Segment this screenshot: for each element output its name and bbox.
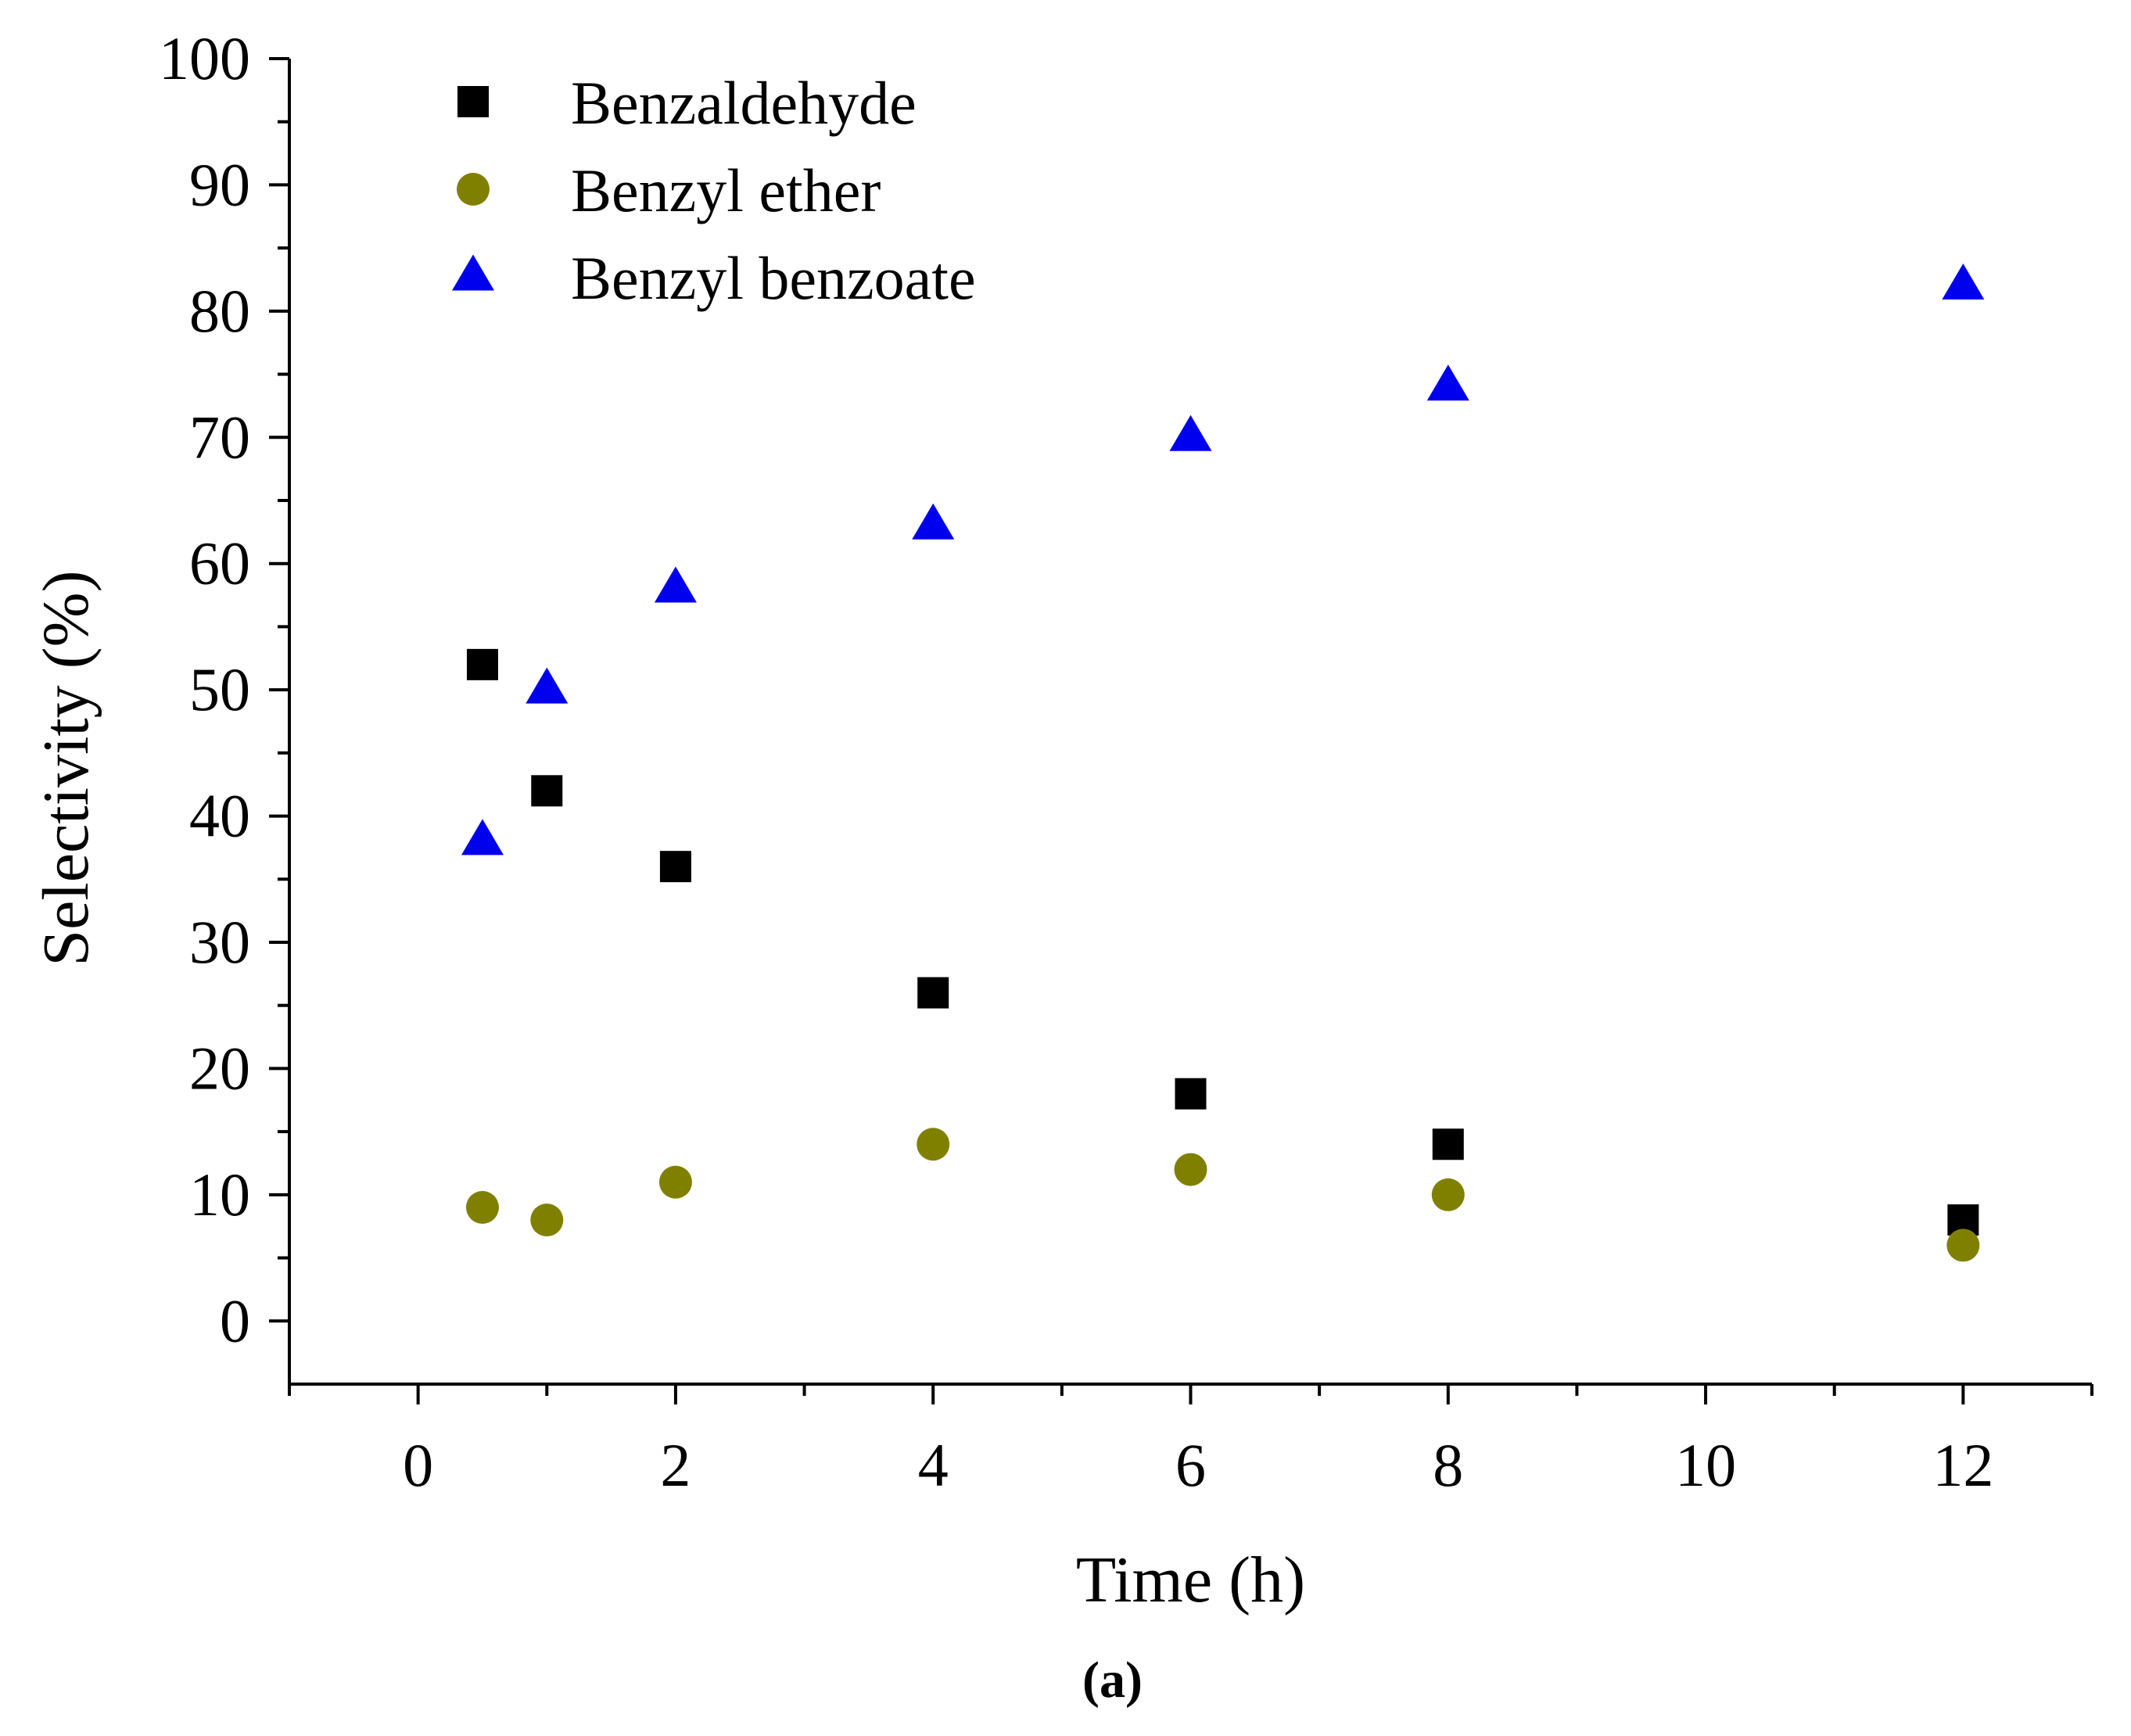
y-tick-label: 50 [189,655,250,723]
data-point [654,566,697,603]
data-point [912,503,955,540]
y-tick-label: 30 [189,908,250,976]
legend-marker [457,86,489,117]
data-point [530,1203,564,1237]
y-tick-label: 100 [159,24,250,92]
series-benzyl-ether [465,1128,1980,1262]
y-tick-label: 20 [189,1034,250,1102]
x-axis-title: Time (h) [1076,1544,1305,1616]
y-tick-label: 80 [189,277,250,345]
legend-marker [457,173,490,206]
data-point [1946,1228,1980,1262]
data-point [465,1191,499,1224]
data-point [1431,1178,1465,1211]
axis-ticks: 0 10 20 30 40 50 60 70 80 90 100 0 2 4 6 8 10 12 [159,24,2093,1499]
legend: Benzaldehyde Benzyl ether Benzyl benzoate [452,69,976,312]
data-point [526,667,569,704]
data-point [1942,264,1985,300]
x-tick-label: 8 [1433,1431,1463,1499]
data-point [1169,414,1212,451]
data-point [1426,364,1469,401]
x-tick-label: 2 [660,1431,691,1499]
x-tick-label: 6 [1175,1431,1206,1499]
data-point [461,819,504,855]
y-axis-title: Selectivity (%) [30,570,102,966]
figure-caption: (a) [1082,1652,1143,1709]
data-point [531,775,563,807]
data-point [659,851,691,883]
y-tick-label: 70 [189,403,250,471]
data-point [917,977,949,1009]
legend-label: Benzyl benzoate [571,244,976,312]
data-point [658,1165,692,1199]
x-tick-label: 0 [403,1431,433,1499]
data-point [466,648,498,680]
data-point [917,1128,950,1161]
series-benzyl-benzoate [461,264,1985,855]
y-tick-label: 90 [189,150,250,218]
data-point [1175,1078,1207,1110]
y-tick-label: 0 [220,1286,250,1354]
data-point [1432,1128,1464,1160]
legend-marker [452,254,494,291]
y-tick-label: 40 [189,782,250,850]
legend-label: Benzyl ether [571,156,881,224]
data-series [461,264,1985,1262]
legend-label: Benzaldehyde [571,69,917,137]
series-benzaldehyde [466,648,1979,1236]
x-tick-label: 10 [1675,1431,1736,1499]
y-tick-label: 10 [189,1160,250,1228]
y-tick-label: 60 [189,529,250,597]
data-point [1174,1153,1207,1186]
x-tick-label: 12 [1932,1431,1993,1499]
x-tick-label: 4 [918,1431,949,1499]
